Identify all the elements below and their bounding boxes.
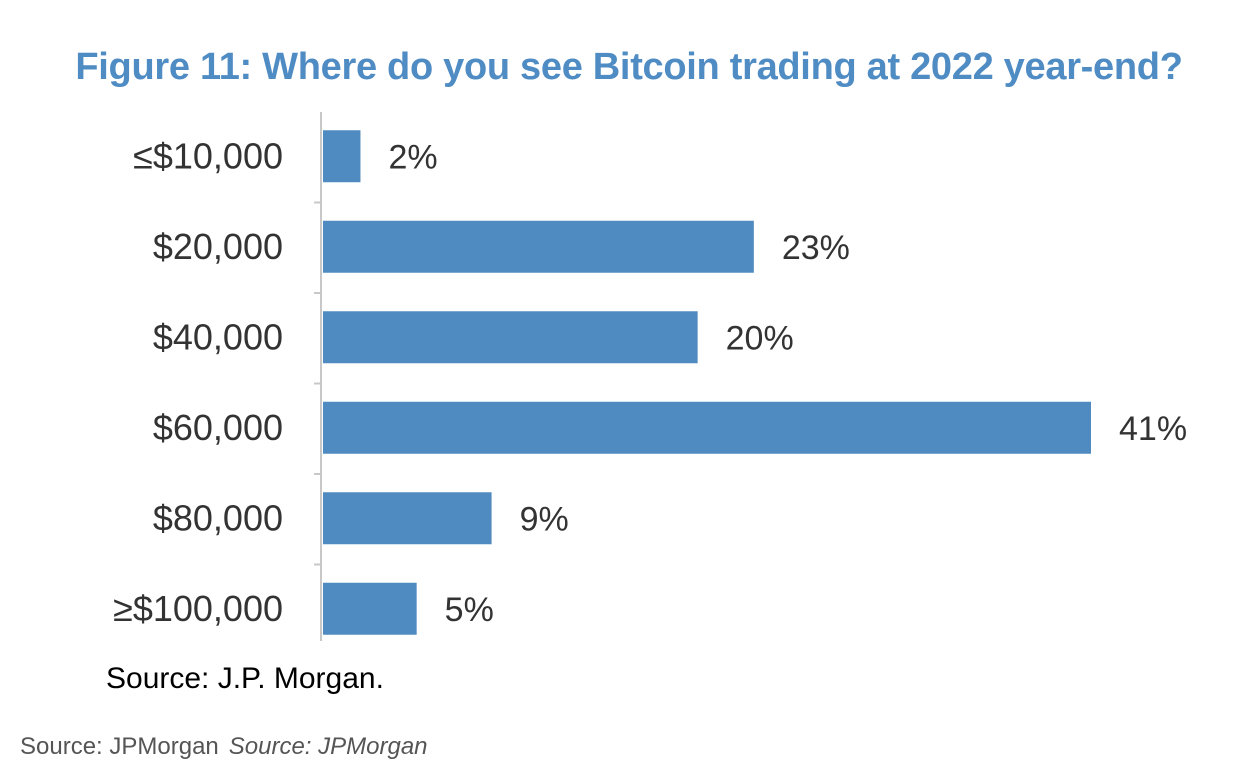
- category-label: $20,000: [153, 226, 283, 267]
- category-label: ≤$10,000: [133, 135, 283, 176]
- category-label: $60,000: [153, 407, 283, 448]
- bar: [323, 401, 1091, 454]
- bar: [323, 220, 754, 273]
- value-label: 9%: [520, 500, 569, 538]
- value-label: 2%: [388, 138, 437, 176]
- category-label: ≥$100,000: [113, 588, 283, 629]
- value-label: 41%: [1119, 410, 1187, 448]
- bar: [323, 311, 698, 364]
- chart-title: Figure 11: Where do you see Bitcoin trad…: [75, 46, 1183, 88]
- caption: Source: JPMorgan Source: JPMorgan: [20, 733, 428, 761]
- bar: [323, 130, 361, 183]
- bars-group: [323, 130, 1091, 635]
- value-label: 5%: [445, 591, 494, 629]
- labels-group: ≤$10,000 2% $20,000 23% $40,000 20% $60,000 41%…: [113, 135, 1187, 629]
- caption-credit: Source: JPMorgan: [228, 733, 428, 760]
- category-label: $80,000: [153, 497, 283, 538]
- category-label: $40,000: [153, 316, 283, 357]
- bar: [323, 582, 417, 635]
- source-note: Source: J.P. Morgan.: [106, 662, 384, 695]
- axis-group: [314, 112, 322, 641]
- value-label: 23%: [782, 229, 850, 267]
- bar: [323, 492, 492, 545]
- value-label: 20%: [726, 319, 794, 357]
- caption-source: Source: JPMorgan: [20, 733, 219, 760]
